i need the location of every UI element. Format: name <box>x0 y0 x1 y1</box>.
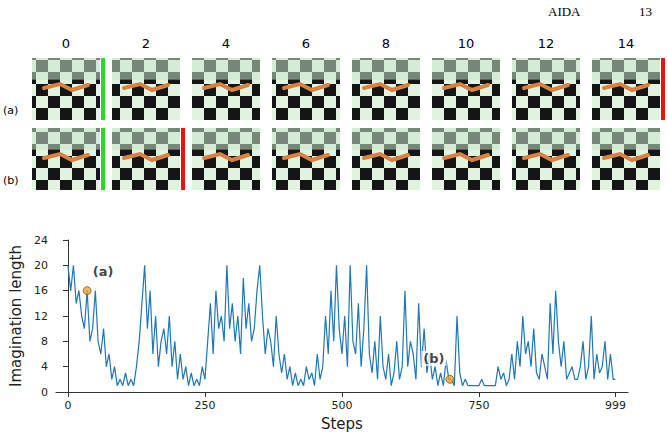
svg-text:(a): (a) <box>93 264 114 279</box>
svg-text:500: 500 <box>331 399 352 412</box>
svg-text:0: 0 <box>41 386 48 399</box>
svg-text:24: 24 <box>34 234 48 247</box>
svg-text:12: 12 <box>538 36 555 51</box>
svg-text:0: 0 <box>64 399 71 412</box>
svg-text:8: 8 <box>41 335 48 348</box>
svg-text:4: 4 <box>222 36 230 51</box>
svg-text:(b): (b) <box>3 174 19 187</box>
svg-text:Imagination length: Imagination length <box>7 245 25 387</box>
svg-text:Steps: Steps <box>321 415 363 433</box>
svg-text:12: 12 <box>34 310 48 323</box>
svg-text:14: 14 <box>618 36 635 51</box>
svg-text:4: 4 <box>41 360 48 373</box>
svg-text:8: 8 <box>382 36 390 51</box>
svg-text:AIDA: AIDA <box>548 4 581 19</box>
svg-text:250: 250 <box>194 399 215 412</box>
svg-text:6: 6 <box>302 36 310 51</box>
svg-text:10: 10 <box>458 36 475 51</box>
svg-text:999: 999 <box>605 399 626 412</box>
svg-text:750: 750 <box>468 399 489 412</box>
svg-text:20: 20 <box>34 259 48 272</box>
svg-text:(a): (a) <box>3 104 18 117</box>
svg-text:0: 0 <box>62 36 70 51</box>
svg-text:2: 2 <box>142 36 150 51</box>
svg-text:(b): (b) <box>423 351 444 366</box>
svg-text:16: 16 <box>34 284 48 297</box>
svg-text:13: 13 <box>639 4 652 19</box>
